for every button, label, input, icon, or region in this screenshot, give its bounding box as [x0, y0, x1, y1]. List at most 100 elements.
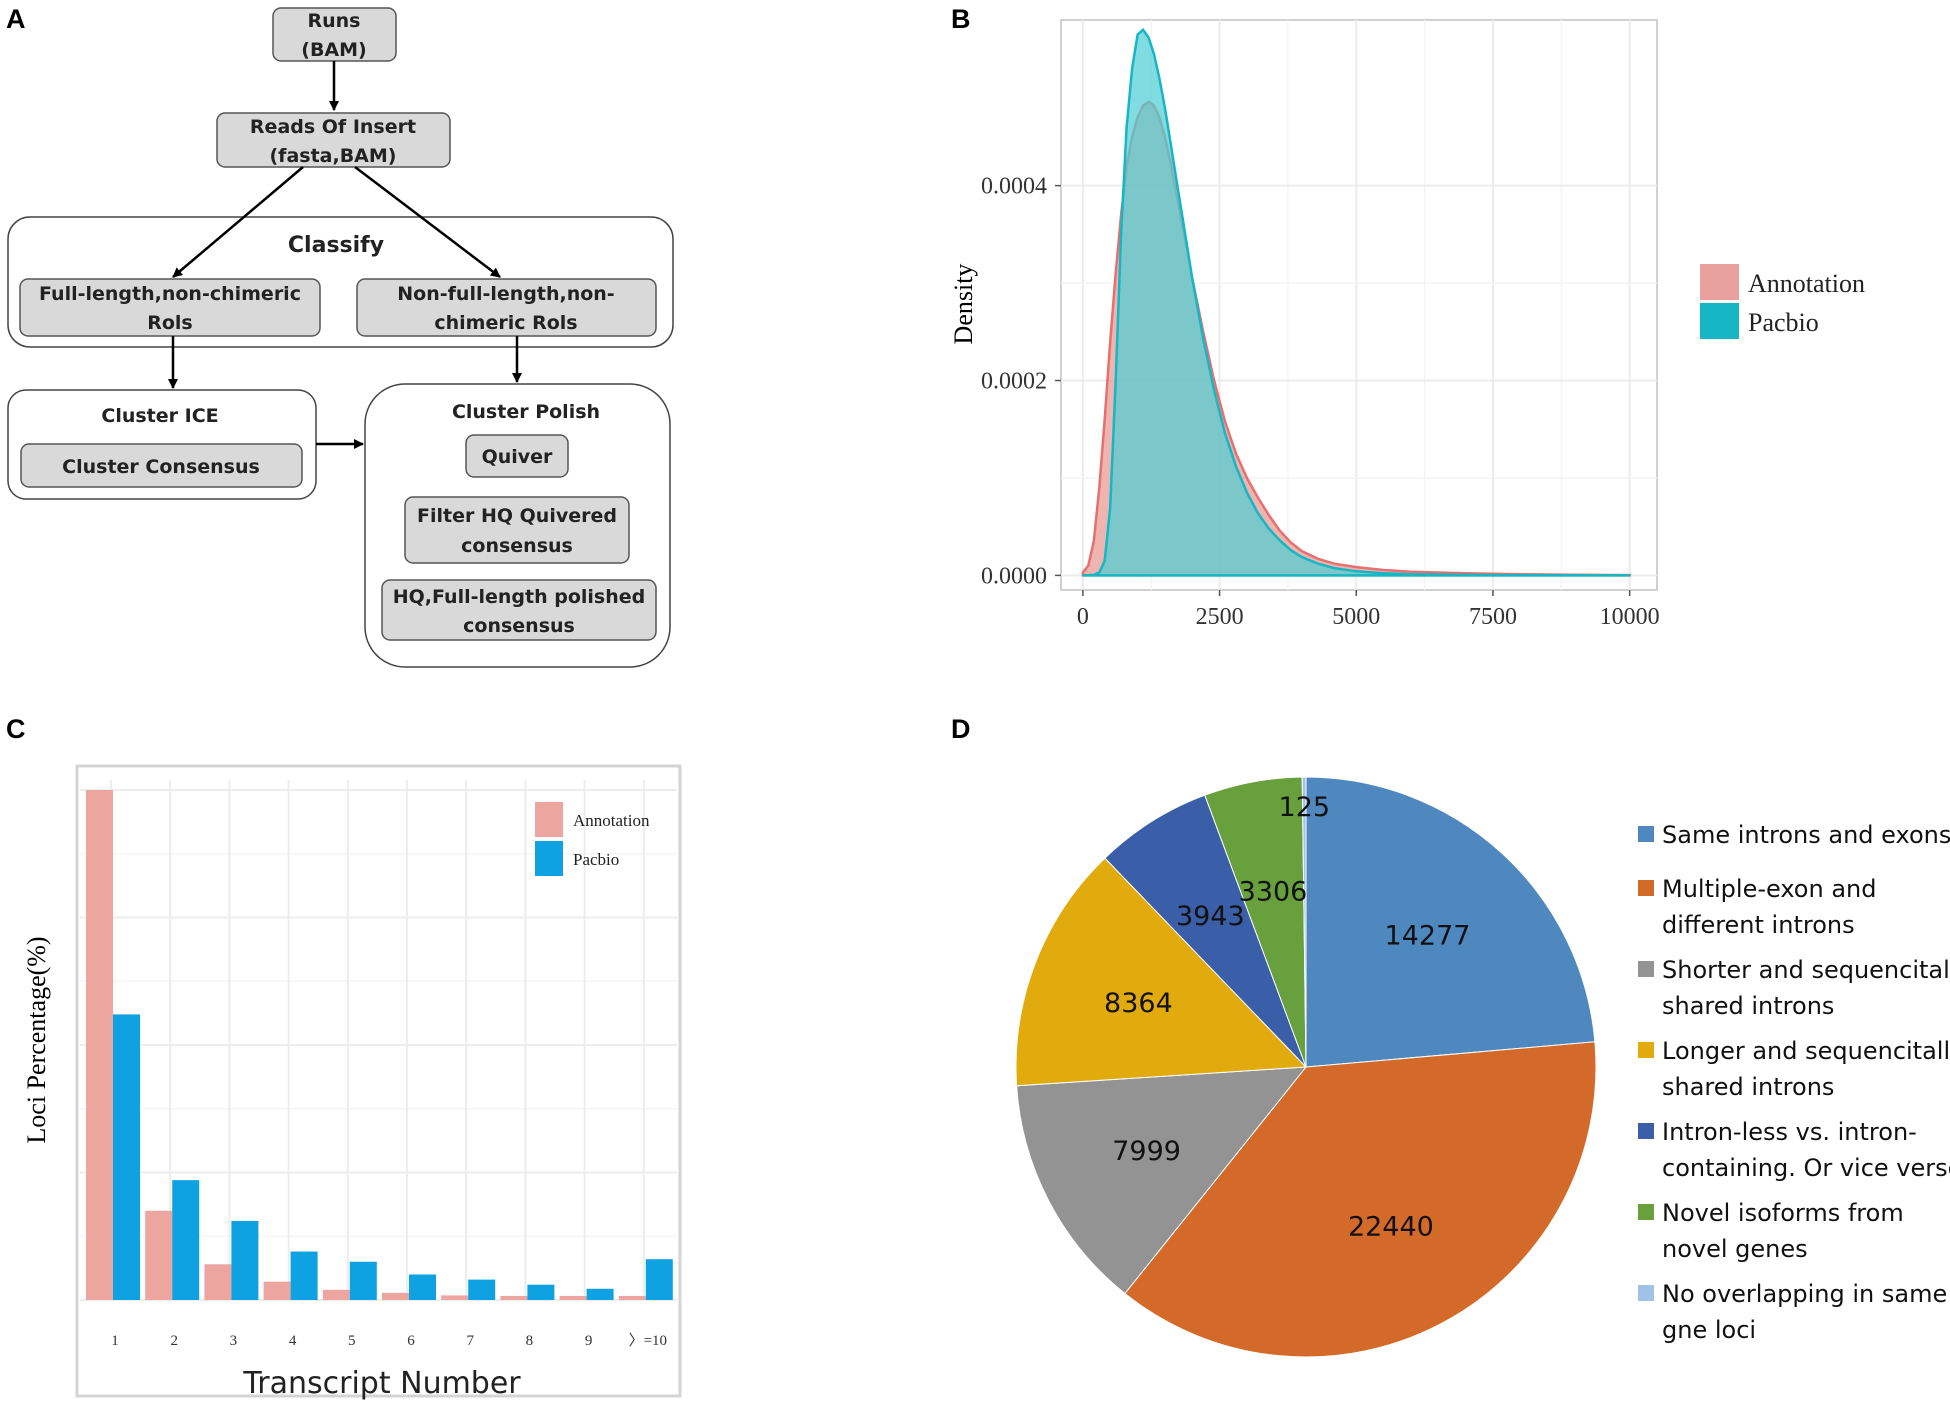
- pie-legend-swatch: [1638, 1123, 1654, 1139]
- runs-label-2: (BAM): [301, 39, 366, 61]
- bar-legend-label: Annotation: [573, 811, 650, 830]
- bar-x-tick-label: 9: [585, 1333, 593, 1349]
- bar-x-label: Transcript Number: [242, 1366, 521, 1401]
- panel-letter-a: A: [6, 4, 26, 34]
- pie-value-label: 3306: [1239, 876, 1308, 907]
- pie-legend-label: Same introns and exons: [1662, 821, 1950, 849]
- bar-pacbio-5: [349, 1261, 377, 1300]
- pie-value-label: 125: [1279, 792, 1331, 823]
- bar-annotation-3: [204, 1264, 232, 1300]
- pie-legend-label: containing. Or vice verse: [1662, 1154, 1950, 1182]
- pie-legend-label: Shorter and sequencitally: [1662, 956, 1950, 984]
- bar-pacbio-4: [290, 1251, 318, 1300]
- pie-legend-label: Novel isoforms from: [1662, 1199, 1904, 1227]
- pie-legend-swatch: [1638, 1042, 1654, 1058]
- pie-legend-swatch: [1638, 826, 1654, 842]
- pie-slice-7: [1301, 776, 1307, 1068]
- bar-y-label: Loci Percentage(%): [22, 936, 51, 1143]
- pie-legend-label: Intron-less vs. intron-: [1662, 1118, 1917, 1146]
- density-legend: Annotation Pacbio: [1700, 264, 1865, 339]
- density-x-tick-label: 2500: [1196, 604, 1244, 630]
- bar-x-tick-label: 〉=10: [629, 1332, 667, 1349]
- bar-annotation-1: [86, 790, 113, 1300]
- pie-slice-2: [1124, 1041, 1597, 1358]
- bar-annotation-8: [500, 1295, 528, 1300]
- non-full-length-label-1: Non-full-length,non-: [397, 283, 614, 305]
- quiver-node: Quiver: [465, 434, 569, 478]
- density-y-axis: 0.0000 0.0002 0.0004: [981, 174, 1061, 589]
- density-legend-swatch: [1700, 264, 1739, 300]
- density-x-tick-label: 0: [1077, 604, 1089, 630]
- roi-label-2: (fasta,BAM): [270, 145, 397, 167]
- pie-value-label: 3943: [1176, 901, 1245, 932]
- density-y-label: Density: [949, 264, 978, 345]
- bar-annotation-4: [263, 1281, 291, 1300]
- bar-annotation-2: [145, 1210, 173, 1300]
- pie-slice-3: [1016, 1066, 1308, 1295]
- panel-letter-b: B: [951, 4, 971, 34]
- bar-legend-swatch: [535, 802, 563, 837]
- pie-legend-swatch: [1638, 880, 1654, 896]
- bar-x-tick-label: 3: [230, 1333, 238, 1349]
- filter-hq-node: Filter HQ Quivered consensus: [404, 496, 630, 564]
- roi-node: Reads Of Insert (fasta,BAM): [216, 112, 451, 168]
- hq-polished-node: HQ,Full-length polished consensus: [381, 579, 657, 641]
- bar-x-tick-label: 6: [407, 1333, 415, 1349]
- pie-legend-label: different introns: [1662, 911, 1855, 939]
- bar-x-tick-label: 2: [170, 1333, 178, 1349]
- density-legend-label: Annotation: [1748, 269, 1865, 298]
- pie-legend-label: Multiple-exon and: [1662, 875, 1876, 903]
- bar-pacbio-8: [527, 1284, 555, 1300]
- density-x-tick-label: 7500: [1469, 604, 1517, 630]
- panel-letter-c: C: [6, 714, 26, 744]
- density-y-tick-label: 0.0004: [981, 174, 1047, 200]
- pie-slices: [1015, 776, 1597, 1358]
- cluster-polish-title: Cluster Polish: [452, 401, 600, 423]
- density-y-tick-label: 0.0002: [981, 369, 1047, 395]
- filter-hq-label-2: consensus: [461, 535, 573, 557]
- pie-slice-4: [1015, 857, 1308, 1087]
- bar-pacbio-6: [409, 1274, 436, 1300]
- full-length-label-2: Rols: [147, 312, 193, 334]
- bar-legend: Annotation Pacbio: [535, 802, 650, 876]
- bar-pacbio-3: [231, 1220, 259, 1300]
- bar-annotation-5: [322, 1289, 350, 1300]
- runs-label-1: Runs: [308, 10, 361, 32]
- arrow-roi-fl: [172, 166, 304, 278]
- bar-x-tick-label: 5: [348, 1333, 356, 1349]
- pie-legend-label: shared introns: [1662, 1073, 1834, 1101]
- arrow-roi-nfl: [354, 166, 501, 278]
- pie-value-label: 8364: [1104, 988, 1173, 1019]
- pie-legend-swatch: [1638, 961, 1654, 977]
- cluster-consensus-node: Cluster Consensus: [20, 443, 303, 488]
- panel-letter-d: D: [951, 714, 971, 744]
- pie-legend-label: Longer and sequencitally: [1662, 1037, 1950, 1065]
- pie-slice-1: [1305, 776, 1596, 1068]
- bar-annotation-10: [618, 1295, 646, 1300]
- pie-legend-label: No overlapping in same: [1662, 1280, 1947, 1308]
- bar-x-tick-label: 4: [289, 1333, 297, 1349]
- bar-pacbio-2: [172, 1180, 200, 1300]
- bar-pacbio-7: [468, 1279, 496, 1300]
- pie-value-label: 22440: [1348, 1212, 1434, 1243]
- bar-pacbio-9: [586, 1288, 614, 1300]
- bar-x-tick-label: 7: [466, 1333, 474, 1349]
- roi-label-1: Reads Of Insert: [250, 116, 416, 138]
- density-x-axis: 0 2500 5000 7500 10000: [1077, 590, 1660, 630]
- bar-annotation-6: [382, 1292, 409, 1300]
- pie-value-label: 7999: [1112, 1136, 1181, 1167]
- pie-legend-swatch: [1638, 1285, 1654, 1301]
- density-area-pacbio: [1082, 27, 1631, 577]
- hq-polished-label-2: consensus: [463, 615, 575, 637]
- hq-polished-label-1: HQ,Full-length polished: [393, 586, 646, 608]
- pie-legend-label: gne loci: [1662, 1316, 1756, 1344]
- full-length-node: Full-length,non-chimeric Rols: [19, 278, 321, 337]
- bar-legend-label: Pacbio: [573, 850, 619, 869]
- bar-x-tick-label: 1: [111, 1333, 119, 1349]
- cluster-ice-title: Cluster ICE: [101, 405, 218, 427]
- bar-x-axis: 1 2 3 4 5 6 7 8 9 〉=10: [111, 1332, 667, 1349]
